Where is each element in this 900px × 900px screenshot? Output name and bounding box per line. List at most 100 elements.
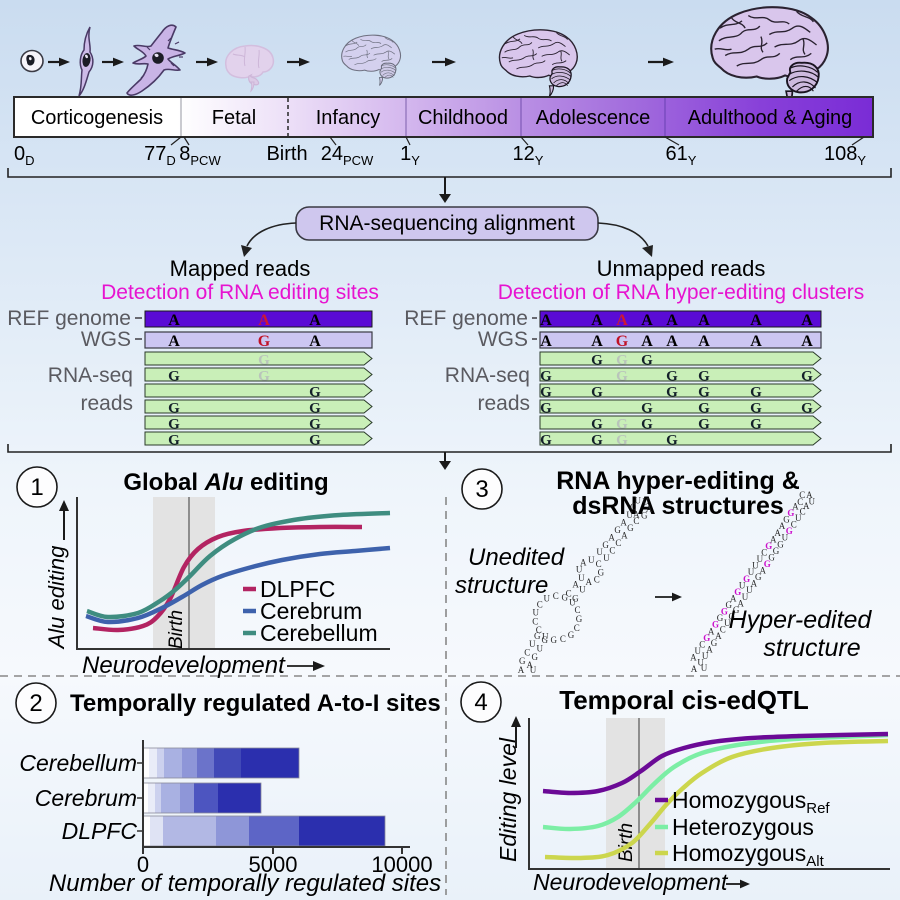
svg-text:A: A xyxy=(801,312,813,329)
svg-text:G: G xyxy=(698,417,710,433)
svg-text:U: U xyxy=(536,644,543,654)
svg-text:G: G xyxy=(627,523,634,533)
svg-text:G: G xyxy=(168,401,180,417)
svg-text:C: C xyxy=(761,548,767,558)
svg-text:C: C xyxy=(596,559,602,569)
svg-text:G: G xyxy=(750,401,762,417)
svg-text:WGS: WGS xyxy=(478,328,528,351)
svg-text:Neurodevelopment: Neurodevelopment xyxy=(533,869,729,895)
svg-text:G: G xyxy=(591,417,603,433)
svg-text:Number of temporally regulated: Number of temporally regulated sites xyxy=(49,870,441,897)
svg-text:A: A xyxy=(572,579,579,589)
svg-text:A: A xyxy=(585,577,592,587)
svg-text:C: C xyxy=(609,545,615,555)
svg-text:Childhood: Childhood xyxy=(418,107,508,129)
svg-text:G: G xyxy=(787,508,794,518)
svg-text:A: A xyxy=(620,518,627,528)
svg-text:Detection of RNA hyper-editing: Detection of RNA hyper-editing clusters xyxy=(498,281,865,304)
svg-text:Birth: Birth xyxy=(166,610,187,649)
svg-text:C: C xyxy=(566,588,572,598)
svg-text:A: A xyxy=(792,502,799,512)
svg-text:U: U xyxy=(752,561,759,571)
svg-text:C: C xyxy=(799,490,805,500)
svg-text:A: A xyxy=(751,579,758,589)
svg-text:G: G xyxy=(309,385,321,401)
svg-text:C: C xyxy=(537,599,543,609)
svg-text:G: G xyxy=(616,333,629,350)
svg-text:A: A xyxy=(715,631,722,641)
svg-text:G: G xyxy=(666,385,678,401)
svg-text:G: G xyxy=(531,652,538,662)
svg-text:A: A xyxy=(759,566,766,576)
svg-text:C: C xyxy=(633,516,639,526)
svg-text:G: G xyxy=(258,369,270,385)
svg-text:C: C xyxy=(630,502,636,512)
svg-text:A: A xyxy=(750,312,762,329)
svg-text:A: A xyxy=(168,312,180,329)
svg-text:Unmapped reads: Unmapped reads xyxy=(597,256,766,281)
svg-text:Birth: Birth xyxy=(266,143,307,165)
svg-text:Cerebrum: Cerebrum xyxy=(35,785,137,811)
svg-text:G: G xyxy=(309,433,321,449)
svg-text:U: U xyxy=(739,580,746,590)
svg-text:U: U xyxy=(576,565,583,575)
svg-text:Unedited: Unedited xyxy=(468,544,565,571)
svg-text:G: G xyxy=(743,574,750,584)
svg-text:C: C xyxy=(560,634,566,644)
svg-text:C: C xyxy=(797,497,803,507)
svg-text:U: U xyxy=(809,497,816,507)
svg-text:G: G xyxy=(666,433,678,449)
svg-text:U: U xyxy=(532,608,539,618)
svg-text:G: G xyxy=(572,594,579,604)
svg-text:Fetal: Fetal xyxy=(212,107,256,129)
svg-text:Cerebellum: Cerebellum xyxy=(19,750,137,776)
svg-text:G: G xyxy=(801,369,813,385)
svg-text:G: G xyxy=(616,417,628,433)
svg-text:A: A xyxy=(309,312,321,329)
svg-text:Temporally regulated A-to-I si: Temporally regulated A-to-I sites xyxy=(70,690,441,717)
svg-text:3: 3 xyxy=(475,476,488,503)
svg-text:U: U xyxy=(529,639,536,649)
svg-text:G: G xyxy=(541,635,548,645)
svg-text:G: G xyxy=(551,635,558,645)
svg-text:G: G xyxy=(616,353,628,369)
svg-text:REF genome: REF genome xyxy=(7,307,131,330)
svg-text:A: A xyxy=(621,531,628,541)
svg-text:A: A xyxy=(258,312,270,329)
svg-text:A: A xyxy=(698,312,710,329)
svg-text:G: G xyxy=(783,515,790,525)
svg-text:Infancy: Infancy xyxy=(316,107,380,129)
svg-text:C: C xyxy=(532,617,538,627)
svg-text:A: A xyxy=(730,594,737,604)
svg-text:A: A xyxy=(770,534,777,544)
svg-text:G: G xyxy=(755,572,762,582)
svg-text:G: G xyxy=(309,401,321,417)
svg-text:A: A xyxy=(540,312,552,329)
svg-text:Global Alu editing: Global Alu editing xyxy=(123,469,328,496)
svg-text:RNA-seq: RNA-seq xyxy=(445,364,530,387)
svg-text:G: G xyxy=(773,546,780,556)
svg-text:0: 0 xyxy=(137,852,149,877)
svg-text:A: A xyxy=(591,312,603,329)
svg-text:A: A xyxy=(708,626,715,636)
svg-text:U: U xyxy=(642,497,649,507)
svg-text:WGS: WGS xyxy=(81,328,131,351)
svg-text:G: G xyxy=(540,369,552,385)
svg-text:U: U xyxy=(695,646,702,656)
svg-text:G: G xyxy=(801,401,813,417)
svg-text:Heterozygous: Heterozygous xyxy=(672,814,814,840)
svg-text:C: C xyxy=(536,625,542,635)
svg-text:A: A xyxy=(801,333,813,350)
svg-text:RNA-seq: RNA-seq xyxy=(48,364,133,387)
svg-text:G: G xyxy=(641,401,653,417)
svg-text:U: U xyxy=(795,513,802,523)
svg-text:A: A xyxy=(641,312,653,329)
svg-text:structure: structure xyxy=(455,572,548,599)
svg-text:Alu editing: Alu editing xyxy=(44,545,69,651)
svg-text:G: G xyxy=(540,433,552,449)
svg-text:G: G xyxy=(726,600,733,610)
svg-text:G: G xyxy=(721,607,728,617)
svg-text:G: G xyxy=(309,417,321,433)
svg-text:U: U xyxy=(542,632,549,642)
svg-text:A: A xyxy=(806,490,813,500)
